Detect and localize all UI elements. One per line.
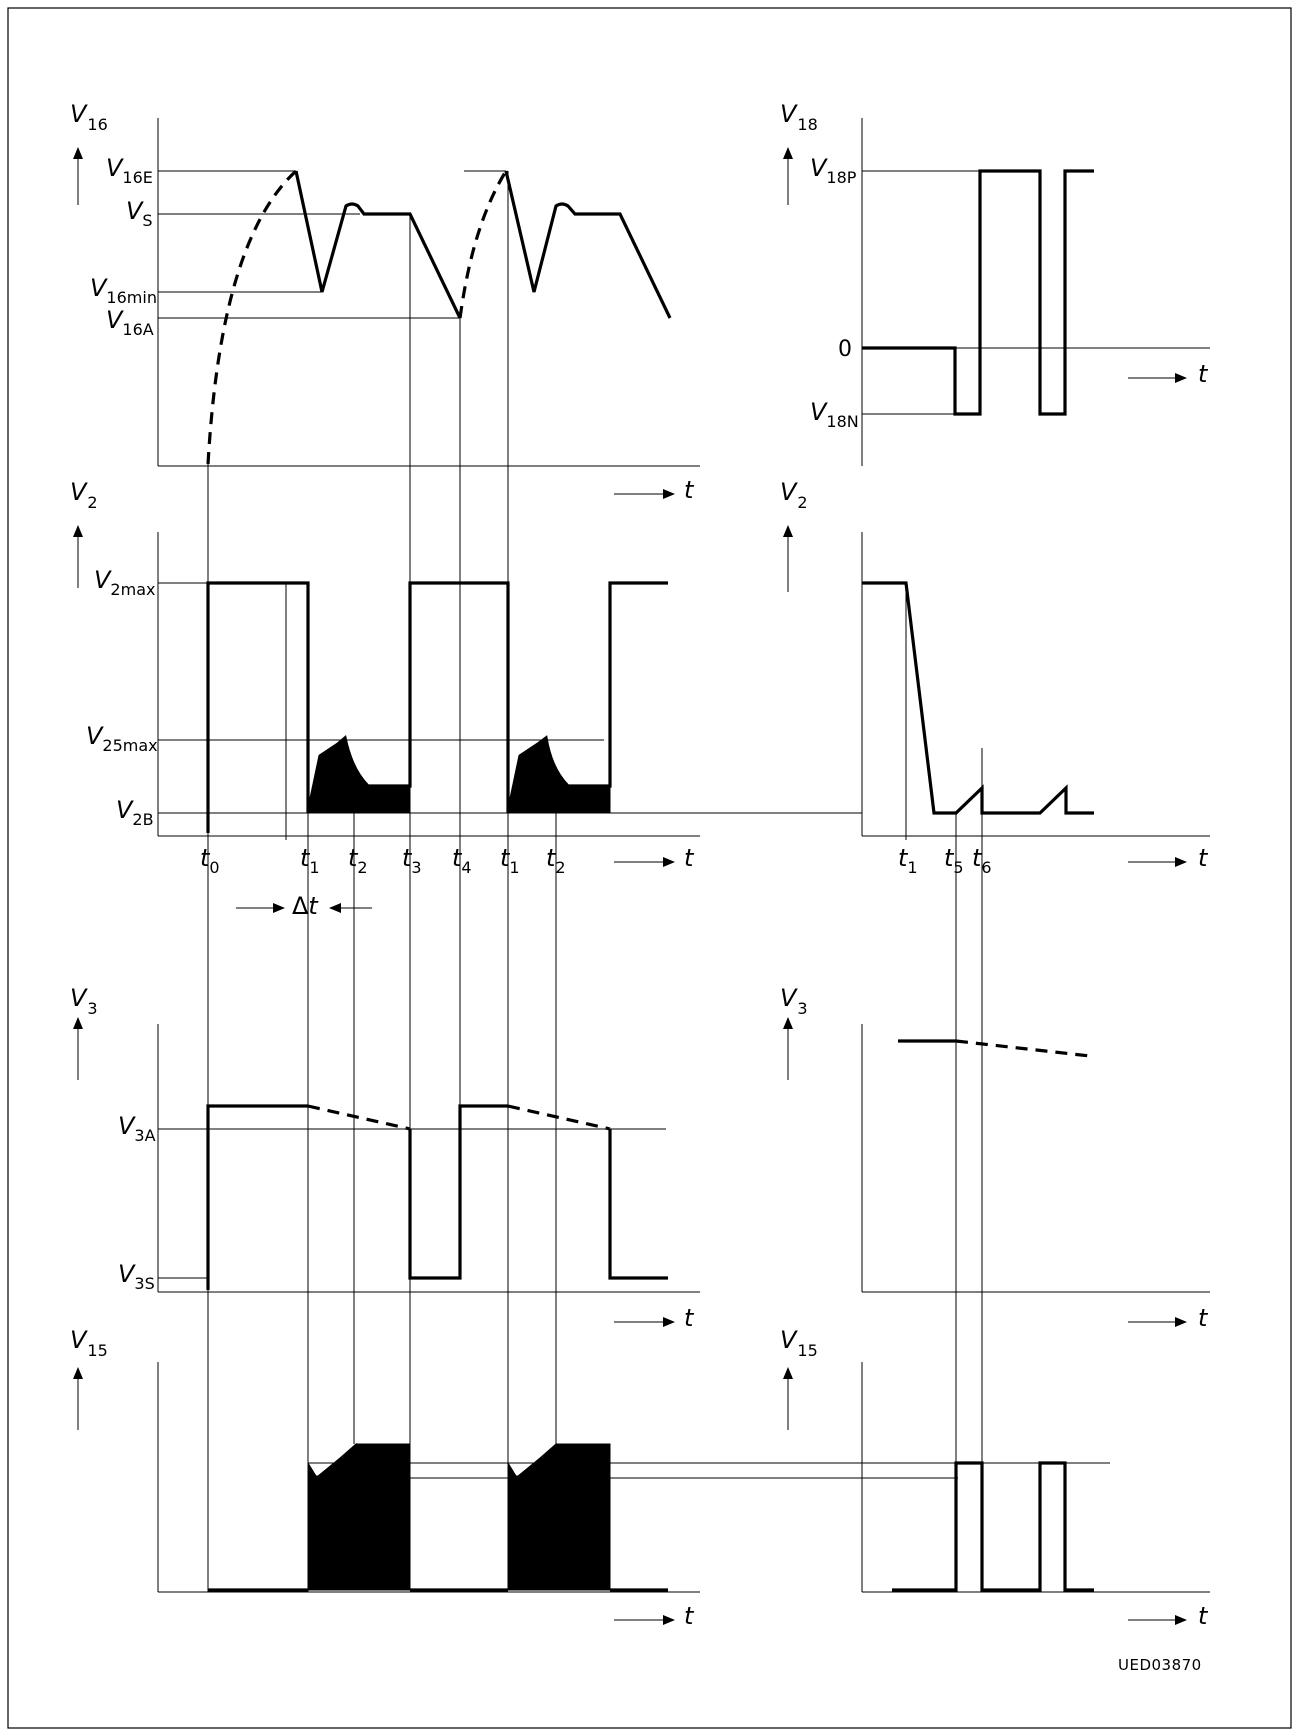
v3-right-panel: V3 t [780, 984, 1210, 1332]
v3s-label: V3S [118, 1260, 155, 1293]
v15-burst-2b [555, 1443, 611, 1591]
v3-panel: V3 V3A V3S t [70, 984, 700, 1332]
v16-waveform-2 [504, 170, 672, 319]
zero-label: 0 [838, 337, 852, 362]
t1r-label: t1 [898, 844, 918, 877]
t1-label: t1 [300, 844, 320, 877]
v3r-decay [955, 1039, 1091, 1058]
v15-panel: V15 t [70, 1326, 1110, 1630]
v3-t-label: t [684, 1304, 695, 1332]
t4-label: t4 [452, 844, 472, 877]
t5r-label: t5 [944, 844, 964, 877]
v3-waveform-3 [608, 1129, 668, 1280]
v15r-axis-label: V15 [780, 1326, 818, 1360]
v2max-label: V2max [94, 566, 155, 599]
v2-axis-label: V2 [70, 478, 98, 512]
v18-t-label: t [1198, 360, 1209, 388]
v16a-label: V16A [106, 306, 154, 339]
v16min-label: V16min [90, 274, 157, 307]
page-frame [7, 7, 1292, 1729]
v3r-axis-label: V3 [780, 984, 808, 1018]
v18-panel: V18 V18P 0 V18N t [780, 100, 1210, 466]
v16-panel: V16 V16E VS V16min V16A t [70, 100, 700, 504]
time-cursors [207, 171, 983, 1592]
v15-axis-label: V15 [70, 1326, 108, 1360]
v15-burst-1a [307, 1442, 357, 1591]
v2-ripple-fill-3 [367, 785, 411, 814]
figure-code: UED03870 [1118, 1656, 1202, 1674]
v16-charge-curve-1 [206, 169, 298, 465]
v18n-label: V18N [810, 398, 859, 431]
t3-label: t3 [402, 844, 422, 877]
t6r-label: t6 [972, 844, 992, 877]
vs-label: VS [126, 197, 153, 230]
v2-right-panel: V2 t1 t5 t6 t [780, 478, 1210, 877]
v15-burst-2a [507, 1442, 557, 1591]
v3-waveform-1 [206, 1104, 308, 1290]
v2r-t-label: t [1198, 844, 1209, 872]
t2b-label: t2 [546, 844, 566, 877]
v2-ripple-fill-1 [307, 736, 346, 814]
v18p-label: V18P [810, 154, 857, 187]
v3a-label: V3A [118, 1112, 156, 1145]
v3-decay-1 [307, 1104, 411, 1131]
t2-label: t2 [348, 844, 368, 877]
v3-axis-label: V3 [70, 984, 98, 1018]
v3-waveform-2 [408, 1104, 508, 1280]
v2r-axis-label: V2 [780, 478, 808, 512]
v16e-label: V16E [106, 154, 153, 187]
v15-burst-1b [355, 1443, 411, 1591]
v16-waveform-1 [294, 170, 462, 319]
v16-axis-label: V16 [70, 100, 108, 134]
v15-t-label: t [684, 1602, 695, 1630]
v2-t-label: t [684, 844, 695, 872]
v3r-t-label: t [1198, 1304, 1209, 1332]
v18-waveform [862, 169, 1094, 416]
v16-t-label: t [684, 476, 695, 504]
t1b-label: t1 [500, 844, 520, 877]
v15r-waveform [892, 1461, 1094, 1592]
v25max-label: V25max [86, 722, 158, 755]
v2-ripple-fill-4 [507, 736, 547, 814]
v2-ripple-fill-6 [567, 785, 611, 814]
v2r-waveform [862, 581, 1094, 815]
v3-decay-2 [507, 1104, 611, 1131]
v18-axis-label: V18 [780, 100, 818, 134]
v15-right-panel: V15 t [780, 1326, 1210, 1630]
delta-t-label: Δt [292, 892, 319, 920]
v16-charge-curve-2 [458, 170, 508, 319]
v2b-label: V2B [116, 796, 154, 829]
v2-panel: V2 V2max V25max V2B Δt t0 t1 t2 t3 t4 t1… [70, 478, 862, 920]
v15r-t-label: t [1198, 1602, 1209, 1630]
t0-label: t0 [200, 844, 220, 877]
